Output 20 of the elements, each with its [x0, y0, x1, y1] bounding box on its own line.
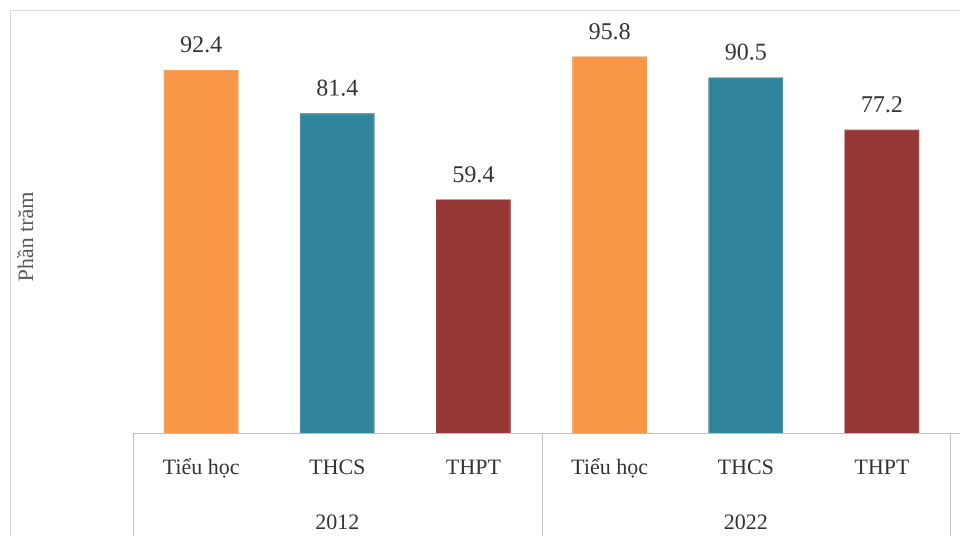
- bar: [436, 200, 511, 433]
- data-label: 92.4: [180, 32, 222, 58]
- bar: [572, 56, 648, 433]
- data-label: 90.5: [724, 40, 767, 66]
- bar: [844, 130, 920, 433]
- x-tick-label: THCS: [718, 454, 774, 479]
- x-tick-label: THPT: [854, 454, 910, 479]
- bar: [708, 77, 784, 433]
- data-label: 95.8: [588, 18, 631, 45]
- y-axis-title: Phần trăm: [12, 192, 38, 282]
- data-label: 81.4: [316, 75, 358, 102]
- x-tick-label: THPT: [446, 454, 502, 479]
- text: 2012: [315, 508, 360, 534]
- text: 2022: [724, 508, 768, 534]
- x-tick-label: THCS: [309, 454, 366, 479]
- x-tick-label: Tiểu học: [571, 454, 648, 479]
- x-tick-label: Tiểu học: [162, 454, 240, 479]
- data-label: 77.2: [860, 92, 903, 118]
- bar: [300, 113, 375, 433]
- data-label: 59.4: [452, 162, 494, 188]
